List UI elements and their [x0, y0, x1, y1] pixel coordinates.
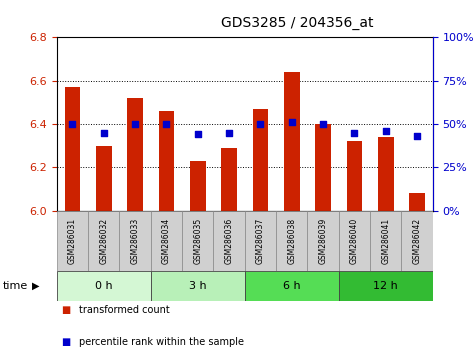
Text: 6 h: 6 h [283, 281, 301, 291]
Point [163, 121, 170, 127]
Bar [347, 141, 362, 211]
Point [69, 121, 76, 127]
Bar [276, 211, 307, 271]
Bar [307, 211, 339, 271]
Bar [409, 193, 425, 211]
Bar [151, 271, 245, 301]
Bar [158, 111, 174, 211]
Text: GDS3285 / 204356_at: GDS3285 / 204356_at [221, 16, 374, 30]
Bar [119, 211, 151, 271]
Point [288, 119, 296, 125]
Bar [65, 87, 80, 211]
Bar [284, 72, 299, 211]
Bar [253, 109, 268, 211]
Bar [315, 124, 331, 211]
Bar [57, 211, 88, 271]
Text: GSM286039: GSM286039 [319, 218, 328, 264]
Bar [88, 211, 119, 271]
Point [257, 121, 264, 127]
Bar [151, 211, 182, 271]
Point [319, 121, 327, 127]
Point [100, 130, 107, 135]
Bar [339, 271, 433, 301]
Bar [370, 211, 402, 271]
Point [194, 131, 201, 137]
Text: ■: ■ [61, 337, 71, 347]
Text: GSM286041: GSM286041 [381, 218, 390, 264]
Point [350, 130, 358, 135]
Point [225, 130, 233, 135]
Text: GSM286037: GSM286037 [256, 218, 265, 264]
Text: GSM286032: GSM286032 [99, 218, 108, 264]
Text: ■: ■ [61, 305, 71, 315]
Bar [57, 271, 151, 301]
Text: percentile rank within the sample: percentile rank within the sample [79, 337, 245, 347]
Text: GSM286036: GSM286036 [225, 218, 234, 264]
Bar [127, 98, 143, 211]
Text: 0 h: 0 h [95, 281, 113, 291]
Bar [182, 211, 213, 271]
Point [413, 133, 421, 139]
Point [131, 121, 139, 127]
Text: GSM286033: GSM286033 [131, 218, 140, 264]
Text: 12 h: 12 h [373, 281, 398, 291]
Bar [378, 137, 394, 211]
Point [382, 128, 390, 134]
Text: GSM286031: GSM286031 [68, 218, 77, 264]
Text: GSM286034: GSM286034 [162, 218, 171, 264]
Bar [96, 145, 112, 211]
Text: GSM286040: GSM286040 [350, 218, 359, 264]
Text: 3 h: 3 h [189, 281, 207, 291]
Bar [190, 161, 206, 211]
Bar [339, 211, 370, 271]
Text: GSM286038: GSM286038 [287, 218, 296, 264]
Text: time: time [2, 281, 27, 291]
Text: transformed count: transformed count [79, 305, 170, 315]
Bar [221, 148, 237, 211]
Bar [245, 211, 276, 271]
Text: ▶: ▶ [32, 281, 40, 291]
Text: GSM286042: GSM286042 [412, 218, 421, 264]
Bar [213, 211, 245, 271]
Bar [402, 211, 433, 271]
Text: GSM286035: GSM286035 [193, 218, 202, 264]
Bar [245, 271, 339, 301]
